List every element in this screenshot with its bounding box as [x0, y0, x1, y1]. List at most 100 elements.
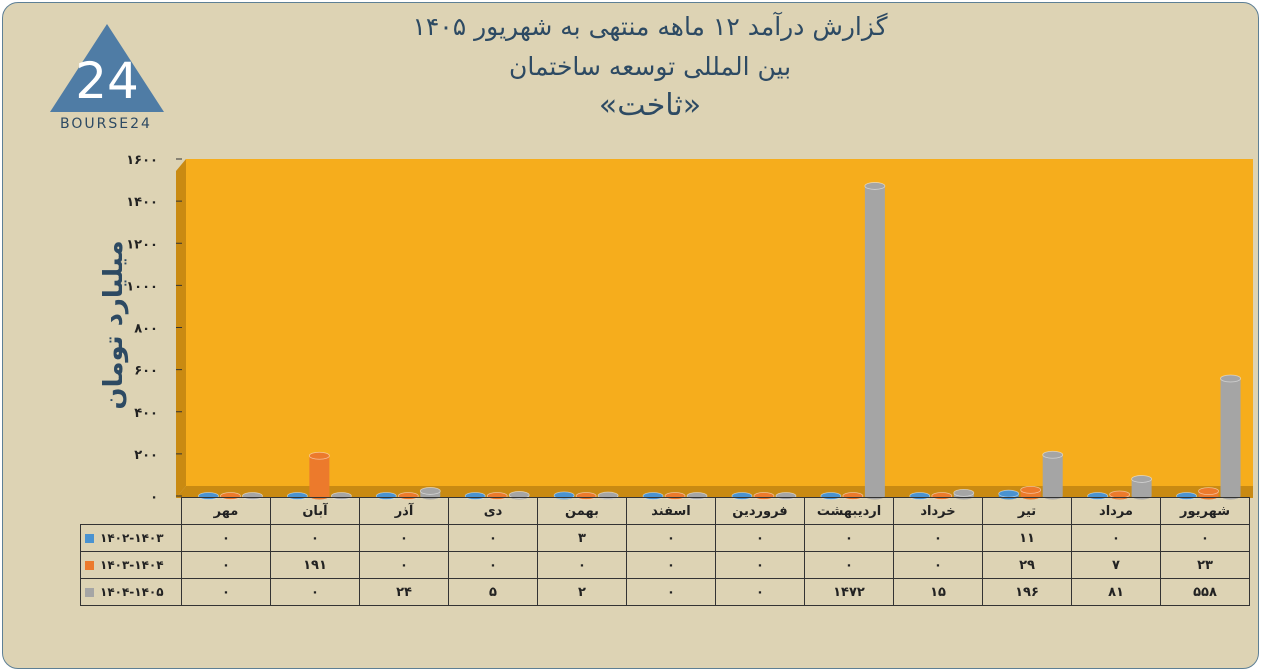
category-header: خرداد — [893, 497, 983, 525]
data-label: ۰ — [804, 524, 894, 552]
bar-top — [1198, 487, 1219, 496]
bar-top — [1020, 485, 1042, 494]
data-label: ۰ — [181, 578, 271, 606]
bar-top — [308, 451, 330, 460]
series-name: ۱۴۰۳-۱۴۰۴ — [100, 558, 164, 572]
bar — [1109, 490, 1131, 500]
bar-body — [1131, 478, 1152, 496]
category-header: آبان — [270, 497, 360, 525]
data-label: ۰ — [1160, 524, 1250, 552]
bourse24-logo: 24 — [50, 24, 164, 112]
category-header: مهر — [181, 497, 271, 525]
data-label: ۰ — [804, 551, 894, 579]
data-label: ۰ — [715, 524, 805, 552]
bar — [1220, 374, 1241, 500]
y-tick-label: ۴۰۰ — [134, 406, 158, 421]
data-table-header-row: مهر آبان آذر دی بهمن اسفند فروردین اردیبهشت خردا… — [80, 497, 1250, 525]
category-header: بهمن — [537, 497, 627, 525]
bar-body — [309, 455, 330, 496]
y-axis-label: میلیارد تومان — [99, 240, 129, 410]
data-label: ۰ — [626, 551, 716, 579]
bar-top — [1220, 374, 1241, 383]
bar-top — [419, 487, 441, 495]
bar — [1042, 450, 1064, 500]
data-label: ۱۱ — [982, 524, 1072, 552]
series-legend-cell: ۱۴۰۳-۱۴۰۴ — [80, 551, 182, 579]
series-legend-cell: ۱۴۰۴-۱۴۰۵ — [80, 578, 182, 606]
bar — [1131, 475, 1153, 500]
data-table: مهر آبان آذر دی بهمن اسفند فروردین اردیبهشت خردا… — [80, 497, 1250, 606]
category-header: اسفند — [626, 497, 716, 525]
logo-mark: 24 — [75, 52, 139, 110]
chart-side-wall — [176, 159, 186, 498]
data-label: ۰ — [448, 551, 538, 579]
category-header: شهریور — [1160, 497, 1250, 525]
y-tick-label: ۱۶۰۰ — [126, 153, 158, 168]
category-header: اردیبهشت — [804, 497, 894, 525]
chart-floor — [176, 486, 1253, 498]
data-label: ۱۹۶ — [982, 578, 1072, 606]
bar — [308, 451, 330, 500]
data-label: ۰ — [181, 551, 271, 579]
series-name: ۱۴۰۴-۱۴۰۵ — [100, 585, 164, 599]
y-tick-label: ۶۰۰ — [134, 364, 158, 379]
chart-title-line-2: بین المللی توسعه ساختمان — [508, 52, 792, 81]
data-label: ۰ — [626, 524, 716, 552]
bar-top — [1131, 475, 1153, 483]
data-label: ۳ — [537, 524, 627, 552]
data-label: ۵۵۸ — [1160, 578, 1250, 606]
logo-triangle-shape — [50, 24, 164, 112]
data-label: ۰ — [537, 551, 627, 579]
bar-top — [953, 488, 975, 497]
bar-top — [1042, 450, 1064, 459]
series-legend-cell: ۱۴۰۲-۱۴۰۳ — [80, 524, 182, 552]
legend-swatch — [85, 534, 94, 543]
plot-area — [186, 159, 1253, 486]
data-label: ۰ — [1071, 524, 1161, 552]
data-label: ۰ — [359, 524, 449, 552]
data-label: ۲۳ — [1160, 551, 1250, 579]
series-row: ۱۴۰۲-۱۴۰۳ ۰ ۰ ۰ ۰ ۳ ۰ ۰ ۰ ۰ ۱۱ ۰ ۰ — [80, 524, 1250, 552]
data-label: ۵ — [448, 578, 538, 606]
series-row: ۱۴۰۴-۱۴۰۵ ۰ ۰ ۲۴ ۵ ۲ ۰ ۰ ۱۴۷۲ ۱۵ ۱۹۶ ۸۱ ۵۵۸ — [80, 578, 1250, 606]
data-label: ۱۵ — [893, 578, 983, 606]
data-label: ۰ — [181, 524, 271, 552]
data-label: ۰ — [270, 524, 360, 552]
data-table-corner — [80, 497, 182, 525]
bar-body — [864, 185, 885, 496]
data-label: ۲۴ — [359, 578, 449, 606]
logo-text: BOURSE24 — [60, 116, 152, 132]
y-tick-label: ۲۰۰ — [134, 448, 158, 463]
y-tick-label: ۸۰۰ — [134, 322, 158, 337]
data-label: ۰ — [715, 551, 805, 579]
data-label: ۲۹ — [982, 551, 1072, 579]
data-label: ۱۹۱ — [270, 551, 360, 579]
category-header: فروردین — [715, 497, 805, 525]
legend-swatch — [85, 561, 94, 570]
data-label: ۰ — [626, 578, 716, 606]
y-tick-label: ۱۲۰۰ — [126, 237, 158, 252]
category-header: دی — [448, 497, 538, 525]
data-label: ۷ — [1071, 551, 1161, 579]
data-label: ۰ — [270, 578, 360, 606]
chart-title-line-3: «ثاخت» — [598, 88, 702, 123]
data-label: ۱۴۷۲ — [804, 578, 894, 606]
data-label: ۸۱ — [1071, 578, 1161, 606]
bar — [864, 182, 886, 500]
data-label: ۰ — [893, 524, 983, 552]
chart-title-line-1: گزارش درآمد ۱۲ ماهه منتهی به شهریور ۱۴۰۵ — [412, 12, 888, 41]
category-header: مرداد — [1071, 497, 1161, 525]
bar-body — [1042, 454, 1063, 496]
y-tick-label: ۱۴۰۰ — [126, 195, 158, 210]
legend-swatch — [85, 588, 94, 597]
data-label: ۰ — [893, 551, 983, 579]
y-tick-label: ۱۰۰۰ — [126, 279, 158, 294]
data-label: ۲ — [537, 578, 627, 606]
bar-top — [864, 182, 886, 190]
data-label: ۰ — [715, 578, 805, 606]
series-name: ۱۴۰۲-۱۴۰۳ — [100, 531, 164, 545]
data-label: ۰ — [448, 524, 538, 552]
category-header: تیر — [982, 497, 1072, 525]
category-header: آذر — [359, 497, 449, 525]
